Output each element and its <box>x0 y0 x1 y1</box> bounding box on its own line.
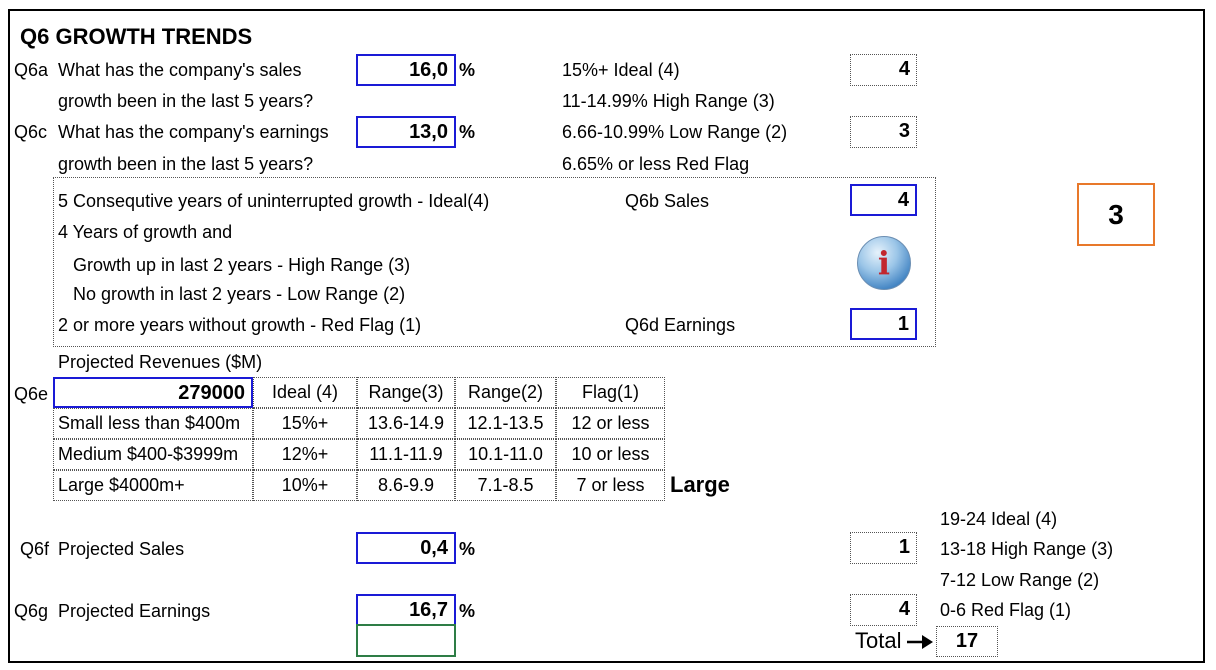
q6a-question: What has the company's sales <box>58 60 302 80</box>
q6c-unit: % <box>459 122 476 142</box>
total-value: 17 <box>936 626 998 657</box>
q6d-earnings-input[interactable]: 1 <box>850 308 917 340</box>
consecutive-high: Growth up in last 2 years - High Range (… <box>73 255 411 275</box>
projected-revenues-caption: Projected Revenues ($M) <box>58 352 263 372</box>
q6f-projected-sales-input[interactable]: 0,4 <box>356 532 456 564</box>
total-range-ideal: 19-24 Ideal (4) <box>940 509 1058 529</box>
company-size-result: Large <box>670 472 730 497</box>
q6g-label: Projected Earnings <box>58 601 211 621</box>
q6g-score: 4 <box>850 594 917 626</box>
header-ideal: Ideal (4) <box>253 377 357 408</box>
q6a-sales-growth-input[interactable]: 16,0 <box>356 54 456 86</box>
q6f-label: Projected Sales <box>58 539 185 559</box>
range-ideal: 15%+ Ideal (4) <box>562 60 680 80</box>
total-label: Total <box>855 628 902 653</box>
consecutive-low: No growth in last 2 years - Low Range (2… <box>73 284 406 304</box>
row-large-ideal: 10%+ <box>253 470 357 501</box>
section-title: Q6 GROWTH TRENDS <box>20 24 253 49</box>
header-range3: Range(3) <box>357 377 455 408</box>
q6f-score: 1 <box>850 532 917 564</box>
row-small-range3: 13.6-14.9 <box>357 408 455 439</box>
q6b-sales-input[interactable]: 4 <box>850 184 917 216</box>
row-large-label: Large $4000m+ <box>53 470 253 501</box>
q6c-question: What has the company's earnings <box>58 122 329 142</box>
q6g-unit: % <box>459 601 476 621</box>
range-low: 6.66-10.99% Low Range (2) <box>562 122 788 142</box>
q6e-revenue-input[interactable]: 279000 <box>53 377 253 408</box>
q6a-code: Q6a <box>14 60 49 80</box>
q6g-projected-earnings-input[interactable]: 16,7 <box>356 594 456 626</box>
worksheet-frame <box>8 9 1205 663</box>
q6a-question-cont: growth been in the last 5 years? <box>58 91 314 111</box>
q6d-label: Q6d Earnings <box>625 315 736 335</box>
selected-cell[interactable] <box>356 624 456 657</box>
consecutive-ideal: 5 Consequtive years of uninterrupted gro… <box>58 191 490 211</box>
row-large-flag: 7 or less <box>556 470 665 501</box>
consecutive-four-years: 4 Years of growth and <box>58 222 233 242</box>
q6a-score: 4 <box>850 54 917 86</box>
total-range-red-flag: 0-6 Red Flag (1) <box>940 600 1072 620</box>
header-range2: Range(2) <box>455 377 556 408</box>
q6c-score: 3 <box>850 116 917 148</box>
row-large-range2: 7.1-8.5 <box>455 470 556 501</box>
consecutive-growth-region <box>53 177 936 347</box>
q6c-earnings-growth-input[interactable]: 13,0 <box>356 116 456 148</box>
q6f-code: Q6f <box>20 539 50 559</box>
row-small-flag: 12 or less <box>556 408 665 439</box>
row-large-range3: 8.6-9.9 <box>357 470 455 501</box>
consecutive-red-flag: 2 or more years without growth - Red Fla… <box>58 315 422 335</box>
q6b-label: Q6b Sales <box>625 191 710 211</box>
row-medium-range3: 11.1-11.9 <box>357 439 455 470</box>
arrow-right-icon <box>907 635 933 649</box>
overall-score: 3 <box>1077 183 1155 246</box>
q6a-unit: % <box>459 60 476 80</box>
row-medium-range2: 10.1-11.0 <box>455 439 556 470</box>
total-range-high: 13-18 High Range (3) <box>940 539 1114 559</box>
range-red-flag: 6.65% or less Red Flag <box>562 154 750 174</box>
q6f-unit: % <box>459 539 476 559</box>
header-flag: Flag(1) <box>556 377 665 408</box>
total-range-low: 7-12 Low Range (2) <box>940 570 1100 590</box>
range-high: 11-14.99% High Range (3) <box>562 91 775 111</box>
q6c-code: Q6c <box>14 122 48 142</box>
q6g-code: Q6g <box>14 601 49 621</box>
row-medium-flag: 10 or less <box>556 439 665 470</box>
info-icon[interactable]: i <box>857 236 911 290</box>
row-small-label: Small less than $400m <box>53 408 253 439</box>
row-medium-ideal: 12%+ <box>253 439 357 470</box>
q6e-code: Q6e <box>14 384 49 404</box>
q6c-question-cont: growth been in the last 5 years? <box>58 154 314 174</box>
row-small-range2: 12.1-13.5 <box>455 408 556 439</box>
row-small-ideal: 15%+ <box>253 408 357 439</box>
row-medium-label: Medium $400-$3999m <box>53 439 253 470</box>
